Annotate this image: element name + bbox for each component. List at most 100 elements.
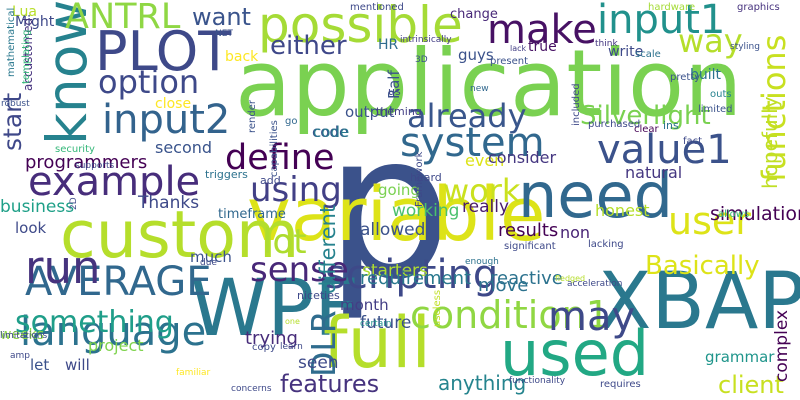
word-allows: allows: [718, 209, 750, 220]
word-example: example: [28, 159, 201, 205]
word-lot: lot: [263, 222, 307, 262]
word-niceties: niceties: [297, 289, 340, 302]
word-pretty: pretty: [670, 72, 701, 83]
word-styling: styling: [730, 42, 760, 52]
word-thanks: Thanks: [138, 193, 200, 213]
word-run: run: [25, 241, 101, 294]
word-custom: custom: [60, 198, 300, 273]
word-limited: limited: [698, 104, 733, 115]
word-honest: honest: [595, 201, 650, 220]
word-one: one: [285, 317, 300, 326]
word-theming: theming: [376, 105, 422, 118]
word-really: really: [462, 197, 509, 217]
word-guys: guys: [458, 46, 494, 64]
word-option: option: [98, 63, 200, 101]
word-go: go: [285, 116, 298, 127]
word-due: due: [200, 258, 217, 268]
word-simulation: simulation: [710, 203, 800, 225]
word-intrinsically: intrinsically: [400, 35, 452, 45]
word-natural: natural: [625, 163, 683, 182]
word-new: new: [470, 84, 489, 94]
word-weeks: weeks: [0, 327, 45, 343]
word-3d: 3D: [415, 55, 428, 65]
word-need: need: [518, 159, 673, 232]
word-significant: significant: [504, 241, 556, 252]
word-lack: lack: [510, 44, 527, 53]
word-timeframe: timeframe: [218, 207, 286, 222]
word-copy: copy: [252, 342, 276, 353]
word-us: us: [388, 85, 401, 98]
word-look: look: [15, 219, 47, 237]
word-framework: Framework: [414, 151, 425, 207]
word-allowed: allowed: [360, 220, 426, 240]
word-way: way: [678, 22, 743, 60]
word-outs: outs: [710, 89, 732, 100]
word-application: application: [235, 30, 743, 137]
word-project: project: [88, 336, 144, 355]
word-ins: ins: [663, 119, 679, 132]
word-requirement: requirement: [360, 268, 472, 289]
word-input1: input1: [597, 0, 726, 43]
word-going: going: [378, 181, 420, 199]
word-triggers: triggers: [205, 168, 248, 181]
word-user: user: [668, 199, 751, 243]
word-system: system: [400, 120, 545, 166]
word-future: future: [360, 313, 412, 333]
word-language: language: [20, 309, 207, 355]
word-graphics: graphics: [737, 2, 780, 13]
word-input2: input2: [102, 97, 231, 143]
word-non: non: [560, 223, 591, 242]
word-plot: PLOT: [95, 20, 232, 83]
word-basically: Basically: [645, 251, 760, 281]
word-acceleration: acceleration: [567, 279, 623, 289]
word-purchased: purchased: [588, 119, 641, 130]
word-scale: scale: [635, 49, 661, 60]
word-value1: value1: [597, 127, 732, 173]
word-hopefully: hopefully: [758, 96, 782, 189]
word-different: different: [316, 204, 340, 294]
word-requires: requires: [600, 379, 641, 390]
word-learn: learn: [280, 342, 303, 352]
word-want: want: [192, 3, 251, 31]
word-amp: amp: [10, 351, 30, 361]
word-security: security: [55, 144, 95, 155]
word-silverlight: Silverlight: [580, 101, 711, 131]
word-antrl: ANTRL: [65, 0, 181, 37]
word-code: code: [312, 123, 349, 141]
word-seen: seen: [298, 353, 339, 373]
word-back: back: [225, 49, 259, 65]
word-working: working: [392, 201, 460, 221]
word-business: business: [0, 197, 75, 217]
word-using: using: [250, 170, 342, 210]
word-render: render: [247, 100, 258, 133]
word-average: AVERAGE: [25, 259, 212, 305]
word-mathematical: mathematical: [6, 7, 17, 77]
word-net: NET: [215, 29, 233, 39]
word-enough: enough: [465, 257, 499, 267]
word-templating: templating: [21, 29, 32, 84]
word-variable: variable: [247, 172, 546, 258]
word-lacking: lacking: [588, 239, 624, 250]
word-scripting: scripting: [325, 252, 499, 298]
word-features: features: [280, 370, 380, 398]
word-possible: possible: [258, 0, 463, 54]
word-much: much: [190, 248, 232, 266]
word-may: may: [548, 294, 636, 340]
word-supports: supports: [75, 161, 115, 171]
word-2d: 2D: [69, 197, 79, 210]
word-hr: HR: [378, 37, 399, 53]
word-anything: anything: [438, 371, 527, 395]
word-code: code: [313, 123, 350, 141]
word-will: will: [65, 356, 90, 374]
word-mentioned: mentioned: [350, 2, 404, 13]
word-robust: robust: [1, 99, 30, 109]
word-limitations: limitations: [0, 331, 48, 341]
word-even: even: [465, 151, 505, 170]
word-output: output: [345, 103, 395, 121]
word-trying: trying: [245, 328, 298, 349]
word-true: true: [528, 39, 557, 55]
word-used: used: [500, 317, 650, 390]
word-complex: complex: [772, 309, 792, 382]
word-define: define: [225, 138, 335, 178]
